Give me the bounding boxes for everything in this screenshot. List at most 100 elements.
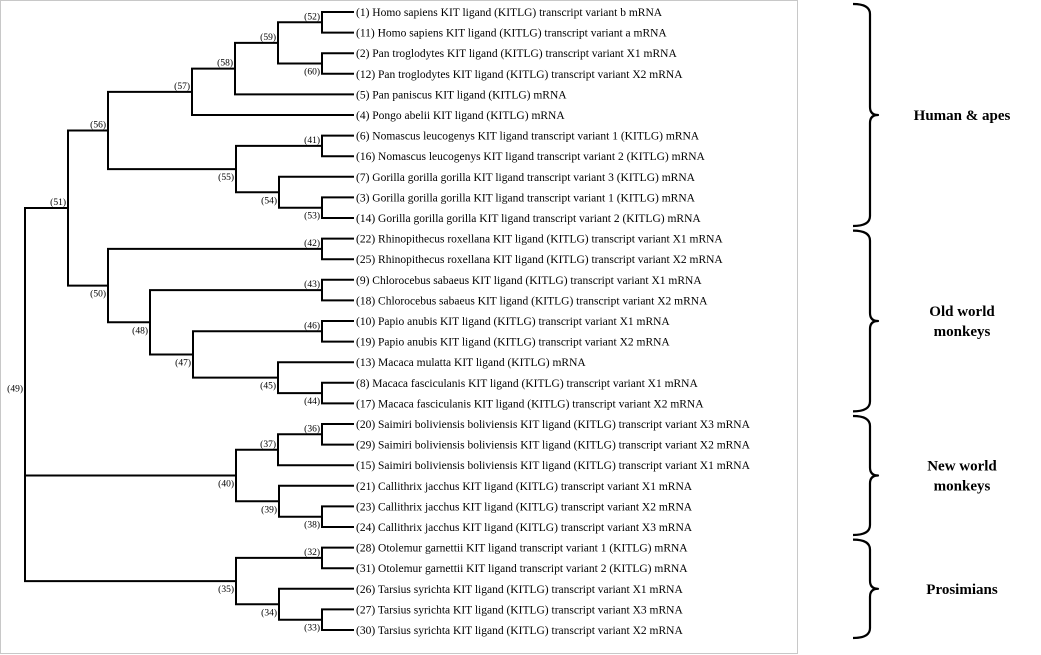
- node-label-54: (54): [261, 195, 277, 206]
- leaf-label: (3) Gorilla gorilla gorilla KIT ligand t…: [356, 192, 696, 204]
- branch-44: [321, 381, 354, 405]
- node-label-60: (60): [304, 67, 320, 78]
- branch-49: [24, 207, 237, 583]
- node-label-33: (33): [304, 623, 320, 634]
- node-label-42: (42): [304, 238, 320, 249]
- branch-36: [321, 423, 354, 446]
- node-label-37: (37): [260, 439, 276, 450]
- leaf-label: (11) Homo sapiens KIT ligand (KITLG) tra…: [356, 28, 667, 40]
- branch-47: [192, 330, 323, 379]
- clade-brace: [852, 2, 880, 228]
- leaf-label: (8) Macaca fasciculanis KIT ligand (KITL…: [356, 378, 698, 390]
- node-label-58: (58): [217, 58, 233, 69]
- branch-46: [321, 320, 354, 343]
- node-labels: (52) (60) (59) (58) (57) (41) (53) (54) (55) (56)…: [7, 11, 320, 633]
- node-label-48: (48): [132, 325, 148, 336]
- node-label-55: (55): [218, 172, 234, 183]
- leaf-label: (18) Chlorocebus sabaeus KIT ligand (KIT…: [356, 295, 708, 307]
- branch-43: [321, 278, 354, 302]
- leaf-label: (20) Saimiri boliviensis boliviensis KIT…: [356, 419, 751, 431]
- leaf-label: (30) Tarsius syrichta KIT ligand (KITLG)…: [356, 625, 683, 637]
- leaf-label: (2) Pan troglodytes KIT ligand (KITLG) t…: [356, 48, 677, 60]
- branch-39: [278, 484, 354, 518]
- leaf-label: (22) Rhinopithecus roxellana KIT ligand …: [356, 234, 723, 246]
- leaf-label: (9) Chlorocebus sabaeus KIT ligand (KITL…: [356, 275, 702, 287]
- clade-group-label: New world: [927, 459, 997, 475]
- node-label-34: (34): [261, 607, 277, 618]
- leaf-label: (15) Saimiri boliviensis boliviensis KIT…: [356, 460, 751, 472]
- leaf-label: (24) Callithrix jacchus KIT ligand (KITL…: [356, 522, 693, 534]
- branch-45: [277, 361, 354, 395]
- leaf-label: (16) Nomascus leucogenys KIT ligand tran…: [356, 151, 706, 163]
- branch-60: [321, 52, 354, 75]
- branch-53: [321, 196, 354, 219]
- branch-40: [235, 448, 280, 503]
- leaf-label: (21) Callithrix jacchus KIT ligand (KITL…: [356, 481, 693, 493]
- branch-56: [107, 90, 237, 171]
- leaf-label: (14) Gorilla gorilla gorilla KIT ligand …: [356, 213, 701, 225]
- node-label-43: (43): [304, 279, 320, 290]
- leaf-label: (23) Callithrix jacchus KIT ligand (KITL…: [356, 501, 693, 513]
- branch-58: [234, 41, 354, 96]
- leaf-label: (29) Saimiri boliviensis boliviensis KIT…: [356, 440, 751, 452]
- leaf-label: (19) Papio anubis KIT ligand (KITLG) tra…: [356, 337, 670, 349]
- node-label-47: (47): [175, 357, 191, 368]
- leaf-label: (4) Pongo abelii KIT ligand (KITLG) mRNA: [356, 110, 565, 122]
- branch-54: [278, 175, 354, 209]
- branch-59: [277, 21, 323, 65]
- clade-group-label: Human & apes: [914, 108, 1011, 124]
- branch-52: [321, 11, 354, 34]
- branch-50: [107, 247, 323, 324]
- leaf-label: (27) Tarsius syrichta KIT ligand (KITLG)…: [356, 604, 683, 616]
- tree-branches: [24, 11, 354, 631]
- node-label-46: (46): [304, 320, 320, 331]
- node-label-53: (53): [304, 211, 320, 222]
- node-label-51: (51): [50, 197, 66, 208]
- branch-38: [321, 505, 354, 528]
- clade-brace: [852, 414, 880, 537]
- node-label-41: (41): [304, 135, 320, 146]
- node-label-38: (38): [304, 520, 320, 531]
- leaf-label: (1) Homo sapiens KIT ligand (KITLG) tran…: [356, 7, 663, 19]
- clade-brace: [852, 538, 880, 640]
- branch-48: [149, 289, 323, 356]
- leaf-label: (28) Otolemur garnettii KIT ligand trans…: [356, 543, 688, 555]
- leaf-label: (10) Papio anubis KIT ligand (KITLG) tra…: [356, 316, 670, 328]
- clade-group-label: monkeys: [934, 479, 991, 495]
- leaf-label: (6) Nomascus leucogenys KIT ligand trans…: [356, 131, 700, 143]
- node-label-52: (52): [304, 11, 320, 22]
- figure-frame: [0, 0, 798, 654]
- branch-32: [321, 546, 354, 570]
- leaf-label: (26) Tarsius syrichta KIT ligand (KITLG)…: [356, 584, 683, 596]
- node-label-36: (36): [304, 423, 320, 434]
- node-label-35: (35): [218, 584, 234, 595]
- node-label-59: (59): [260, 32, 276, 43]
- leaf-label: (13) Macaca mulatta KIT ligand (KITLG) m…: [356, 357, 586, 369]
- clade-group-label: monkeys: [934, 324, 991, 340]
- node-label-49: (49): [7, 384, 23, 395]
- leaf-label: (31) Otolemur garnettii KIT ligand trans…: [356, 563, 688, 575]
- branch-34: [278, 587, 354, 621]
- clade-groups: Human & apes Old world monkeys New world mon…: [852, 2, 1011, 640]
- branch-51: [67, 129, 109, 287]
- clade-group-label: Old world: [929, 304, 995, 320]
- leaf-label: (12) Pan troglodytes KIT ligand (KITLG) …: [356, 69, 683, 81]
- clade-brace: [852, 229, 880, 413]
- branch-57: [191, 67, 354, 116]
- node-label-57: (57): [174, 81, 190, 92]
- node-label-50: (50): [90, 289, 106, 300]
- branch-41: [321, 134, 354, 158]
- clade-group-label: Prosimians: [926, 582, 998, 598]
- leaf-labels: (1) Homo sapiens KIT ligand (KITLG) tran…: [356, 7, 751, 637]
- node-label-32: (32): [304, 547, 320, 558]
- branch-42: [321, 237, 354, 261]
- node-label-39: (39): [261, 504, 277, 515]
- node-label-45: (45): [260, 381, 276, 392]
- node-label-56: (56): [90, 119, 106, 130]
- leaf-label: (7) Gorilla gorilla gorilla KIT ligand t…: [356, 172, 696, 184]
- leaf-label: (17) Macaca fasciculanis KIT ligand (KIT…: [356, 398, 704, 410]
- leaf-label: (25) Rhinopithecus roxellana KIT ligand …: [356, 254, 723, 266]
- node-label-40: (40): [218, 479, 234, 490]
- branch-37: [277, 433, 354, 467]
